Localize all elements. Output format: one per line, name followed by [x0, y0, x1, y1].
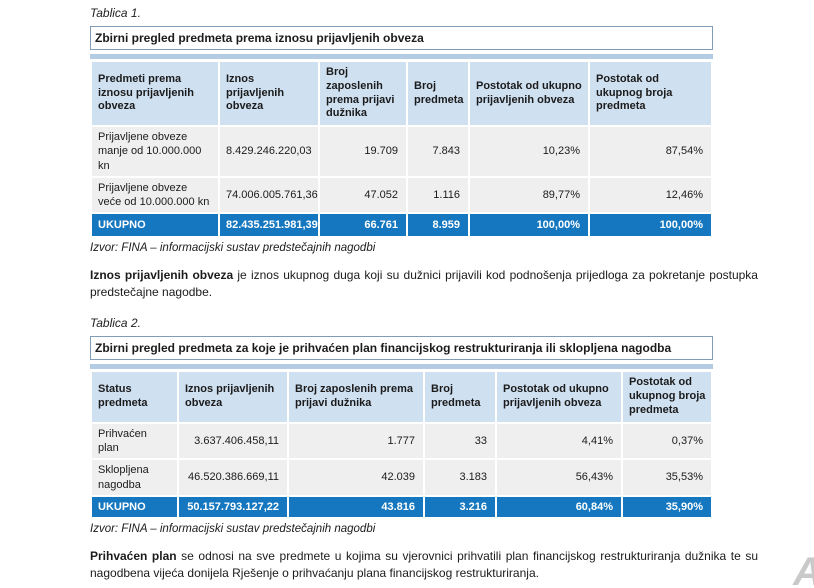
table1-header-cell: Postotak od ukupno prijavljenih obveza [470, 62, 588, 125]
table2-header-cell: Postotak od ukupnog broja predmeta [623, 372, 711, 422]
table1-header-row: Predmeti prema iznosu prijavljenih obvez… [92, 62, 711, 125]
total-value-cell: 35,90% [623, 496, 711, 518]
value-cell: 8.429.246.220,03 [220, 127, 318, 176]
value-cell: 46.520.386.669,11 [179, 460, 287, 495]
table2: Status predmeta Iznos prijavljenih obvez… [90, 370, 713, 519]
value-cell: 1.777 [289, 423, 423, 459]
table2-header-cell: Status predmeta [92, 372, 177, 422]
table2-top-strip [90, 364, 713, 370]
source-note: Izvor: FINA – informacijski sustav preds… [90, 523, 376, 536]
table-row: Prijavljene obveze veće od 10.000.000 kn… [92, 177, 711, 213]
value-cell: 89,77% [470, 177, 588, 213]
paragraph-text: se odnosi na sve predmete u kojima su vj… [90, 549, 758, 581]
table1: Predmeti prema iznosu prijavljenih obvez… [90, 60, 713, 238]
paragraph-lead: Prihvaćen plan [90, 549, 177, 564]
total-value-cell: 82.435.251.981,39 [220, 214, 318, 237]
value-cell: 4,41% [497, 423, 621, 459]
row-label-cell: Sklopljena nagodba [92, 460, 177, 495]
total-label-cell: UKUPNO [92, 496, 177, 518]
table1-header-cell: Broj zaposlenih prema prijavi dužnika [320, 62, 406, 125]
table2-title-box: Zbirni pregled predmeta za koje je prihv… [90, 336, 713, 361]
total-row: UKUPNO 50.157.793.127,22 43.816 3.216 60… [92, 496, 711, 518]
table1-caption: Tablica 1. [90, 6, 141, 20]
row-label-cell: Prihvaćen plan [92, 423, 177, 459]
table1-top-strip [90, 54, 713, 59]
value-cell: 0,37% [623, 423, 711, 459]
value-cell: 10,23% [470, 127, 588, 176]
paragraph-iznos: Iznos prijavljenih obveza je iznos ukupn… [90, 267, 758, 301]
table-row: Sklopljena nagodba 46.520.386.669,11 42.… [92, 460, 711, 495]
table2-header-cell: Iznos prijavljenih obveza [179, 372, 287, 422]
value-cell: 87,54% [590, 127, 711, 176]
total-value-cell: 100,00% [590, 214, 711, 237]
total-value-cell: 8.959 [408, 214, 468, 237]
table2-header-cell: Postotak od ukupno prijavljenih obveza [497, 372, 621, 422]
row-label-cell: Prijavljene obveze veće od 10.000.000 kn [92, 177, 218, 213]
value-cell: 47.052 [320, 177, 406, 213]
value-cell: 1.116 [408, 177, 468, 213]
total-value-cell: 100,00% [470, 214, 588, 237]
document-content: Tablica 1. Zbirni pregled predmeta prema… [90, 6, 758, 588]
value-cell: 3.637.406.458,11 [179, 423, 287, 459]
value-cell: 3.183 [425, 460, 495, 495]
table2-header-cell: Broj zaposlenih prema prijavi dužnika [289, 372, 423, 422]
total-value-cell: 43.816 [289, 496, 423, 518]
table1-header-cell: Postotak od ukupnog broja predmeta [590, 62, 711, 125]
paragraph-prihvacen-plan: Prihvaćen plan se odnosi na sve predmete… [90, 548, 758, 582]
total-label-cell: UKUPNO [92, 214, 218, 237]
paragraph-lead: Iznos prijavljenih obveza [90, 268, 234, 283]
table1-header-cell: Broj predmeta [408, 62, 468, 125]
total-value-cell: 60,84% [497, 496, 621, 518]
value-cell: 12,46% [590, 177, 711, 213]
value-cell: 42.039 [289, 460, 423, 495]
total-value-cell: 50.157.793.127,22 [179, 496, 287, 518]
value-cell: 74.006.005.761,36 [220, 177, 318, 213]
table1-header-cell: Iznos prijavljenih obveza [220, 62, 318, 125]
total-row: UKUPNO 82.435.251.981,39 66.761 8.959 10… [92, 214, 711, 237]
table2-header-cell: Broj predmeta [425, 372, 495, 422]
watermark-letter-a: A [793, 552, 814, 588]
paragraph-text: je iznos ukupnog duga koji su dužnici pr… [90, 268, 758, 300]
value-cell: 33 [425, 423, 495, 459]
row-label-cell: Prijavljene obveze manje od 10.000.000 k… [92, 127, 218, 176]
value-cell: 7.843 [408, 127, 468, 176]
table-row: Prihvaćen plan 3.637.406.458,11 1.777 33… [92, 423, 711, 459]
source-note: Izvor: FINA – informacijski sustav preds… [90, 242, 376, 255]
table1-header-cell: Predmeti prema iznosu prijavljenih obvez… [92, 62, 218, 125]
table1-title-box: Zbirni pregled predmeta prema iznosu pri… [90, 26, 713, 50]
value-cell: 56,43% [497, 460, 621, 495]
value-cell: 35,53% [623, 460, 711, 495]
table-row: Prijavljene obveze manje od 10.000.000 k… [92, 127, 711, 176]
total-value-cell: 3.216 [425, 496, 495, 518]
total-value-cell: 66.761 [320, 214, 406, 237]
value-cell: 19.709 [320, 127, 406, 176]
table2-header-row: Status predmeta Iznos prijavljenih obvez… [92, 372, 711, 422]
table2-caption: Tablica 2. [90, 316, 141, 331]
